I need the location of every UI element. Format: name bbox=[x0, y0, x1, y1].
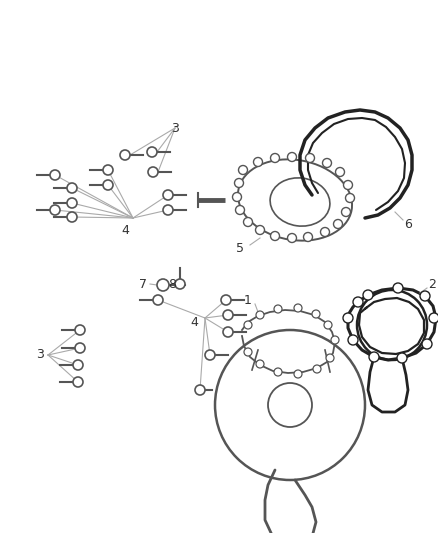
Text: 6: 6 bbox=[404, 219, 412, 231]
Circle shape bbox=[287, 152, 297, 161]
Circle shape bbox=[313, 365, 321, 373]
Circle shape bbox=[274, 368, 282, 376]
Circle shape bbox=[312, 310, 320, 318]
Circle shape bbox=[336, 167, 345, 176]
Text: 8: 8 bbox=[168, 278, 176, 290]
Circle shape bbox=[244, 217, 252, 227]
Circle shape bbox=[120, 150, 130, 160]
Circle shape bbox=[223, 327, 233, 337]
Circle shape bbox=[393, 283, 403, 293]
Circle shape bbox=[363, 290, 373, 300]
Text: 4: 4 bbox=[190, 316, 198, 328]
Circle shape bbox=[304, 232, 312, 241]
Circle shape bbox=[67, 198, 77, 208]
Circle shape bbox=[73, 360, 83, 370]
Circle shape bbox=[244, 321, 252, 329]
Circle shape bbox=[73, 377, 83, 387]
Text: 3: 3 bbox=[171, 122, 179, 134]
Text: 5: 5 bbox=[236, 241, 244, 254]
Circle shape bbox=[163, 205, 173, 215]
Circle shape bbox=[422, 339, 432, 349]
Circle shape bbox=[271, 154, 279, 163]
Circle shape bbox=[103, 165, 113, 175]
Circle shape bbox=[205, 350, 215, 360]
Circle shape bbox=[75, 343, 85, 353]
Circle shape bbox=[321, 228, 329, 237]
Circle shape bbox=[294, 304, 302, 312]
Circle shape bbox=[342, 207, 350, 216]
Circle shape bbox=[223, 310, 233, 320]
Circle shape bbox=[103, 180, 113, 190]
Circle shape bbox=[175, 279, 185, 289]
Circle shape bbox=[369, 352, 379, 362]
Circle shape bbox=[50, 205, 60, 215]
Circle shape bbox=[148, 167, 158, 177]
Circle shape bbox=[274, 305, 282, 313]
Text: 4: 4 bbox=[121, 223, 129, 237]
Circle shape bbox=[221, 295, 231, 305]
Circle shape bbox=[324, 321, 332, 329]
Text: 1: 1 bbox=[244, 294, 252, 306]
Circle shape bbox=[348, 335, 358, 345]
Circle shape bbox=[331, 336, 339, 344]
Circle shape bbox=[236, 206, 244, 214]
Circle shape bbox=[353, 297, 363, 307]
Text: 3: 3 bbox=[36, 349, 44, 361]
Circle shape bbox=[195, 385, 205, 395]
Circle shape bbox=[326, 354, 334, 362]
Text: 2: 2 bbox=[428, 279, 436, 292]
Circle shape bbox=[397, 353, 407, 363]
Circle shape bbox=[67, 183, 77, 193]
Text: 7: 7 bbox=[139, 278, 147, 290]
Circle shape bbox=[67, 212, 77, 222]
Circle shape bbox=[287, 233, 297, 243]
Circle shape bbox=[333, 220, 343, 229]
Circle shape bbox=[294, 370, 302, 378]
Circle shape bbox=[50, 170, 60, 180]
Circle shape bbox=[244, 348, 252, 356]
Circle shape bbox=[163, 190, 173, 200]
Circle shape bbox=[256, 311, 264, 319]
Circle shape bbox=[147, 147, 157, 157]
Circle shape bbox=[343, 313, 353, 323]
Circle shape bbox=[305, 154, 314, 163]
Circle shape bbox=[255, 225, 265, 235]
Circle shape bbox=[157, 279, 169, 291]
Circle shape bbox=[346, 193, 354, 203]
Circle shape bbox=[420, 291, 430, 301]
Circle shape bbox=[234, 179, 244, 188]
Circle shape bbox=[239, 166, 247, 174]
Circle shape bbox=[153, 295, 163, 305]
Circle shape bbox=[75, 325, 85, 335]
Circle shape bbox=[429, 313, 438, 323]
Circle shape bbox=[322, 158, 332, 167]
Circle shape bbox=[271, 231, 279, 240]
Circle shape bbox=[254, 157, 262, 166]
Circle shape bbox=[233, 192, 241, 201]
Circle shape bbox=[256, 360, 264, 368]
Circle shape bbox=[343, 181, 353, 190]
